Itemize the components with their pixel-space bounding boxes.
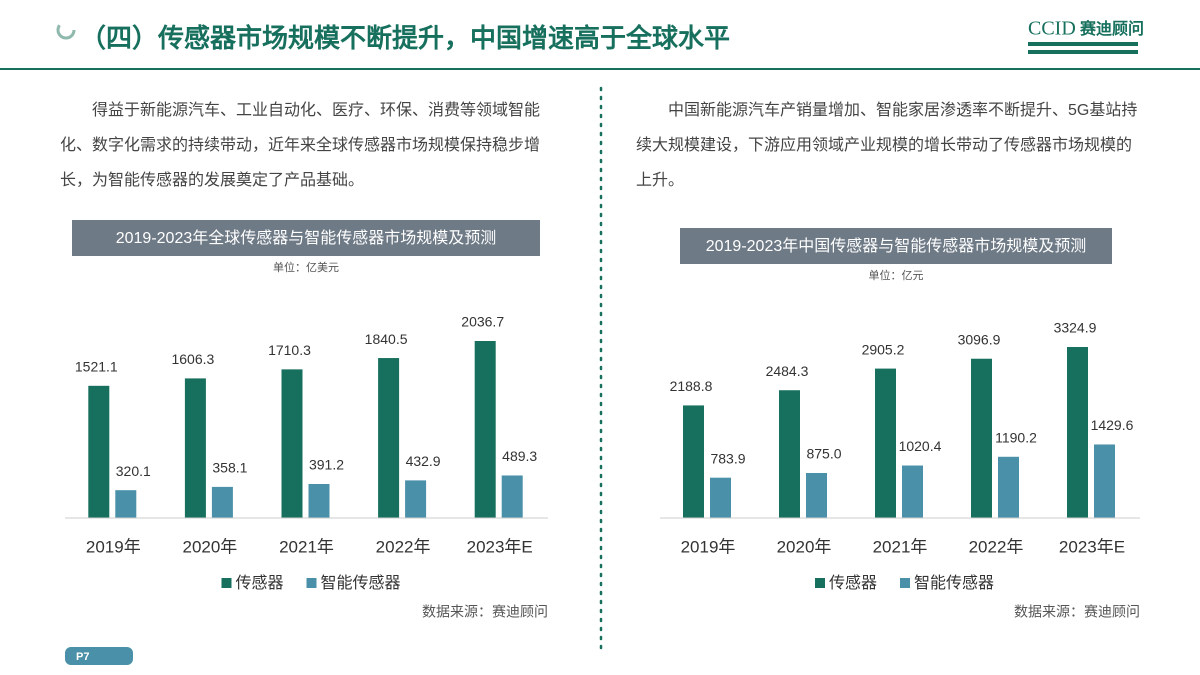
x-tick-label: 2019年 xyxy=(86,537,141,556)
x-tick-label: 2020年 xyxy=(777,537,832,556)
chart-title-box xyxy=(72,220,540,256)
value-label: 320.1 xyxy=(116,463,151,479)
bar xyxy=(88,385,110,518)
right-paragraph: 中国新能源汽车产销量增加、智能家居渗透率不断提升、5G基站持续大规模建设，下游应… xyxy=(636,102,1138,189)
value-label: 2188.8 xyxy=(670,378,713,394)
logo-bar xyxy=(1028,50,1138,54)
page-number: P7 xyxy=(76,651,89,663)
x-tick-label: 2023年E xyxy=(1059,537,1125,556)
value-label: 2905.2 xyxy=(862,341,905,357)
value-label: 391.2 xyxy=(309,457,344,473)
value-label: 1840.5 xyxy=(365,331,408,347)
bar xyxy=(806,472,827,518)
legend-swatch xyxy=(221,578,232,588)
bar xyxy=(998,456,1019,518)
value-label: 489.3 xyxy=(502,448,537,464)
bar xyxy=(971,358,992,518)
slide-title: （四）传感器市场规模不断提升，中国增速高于全球水平 xyxy=(80,23,730,53)
value-label: 358.1 xyxy=(212,460,247,476)
logo-name: 赛迪顾问 xyxy=(1079,19,1144,38)
value-label: 783.9 xyxy=(710,450,745,466)
legend-swatch xyxy=(306,578,317,588)
unit-label: 单位：亿美元 xyxy=(273,260,339,274)
bar xyxy=(710,477,731,518)
bar xyxy=(474,341,496,518)
bar xyxy=(115,490,137,518)
value-label: 3096.9 xyxy=(958,331,1001,347)
legend-label: 智能传感器 xyxy=(914,574,994,592)
bar xyxy=(281,369,303,518)
title-icon xyxy=(56,20,76,40)
logo-mark: CCID xyxy=(1028,18,1076,40)
value-label: 1710.3 xyxy=(268,342,311,358)
x-tick-label: 2022年 xyxy=(969,537,1024,556)
bar xyxy=(1067,347,1088,518)
bar xyxy=(501,475,523,518)
bar xyxy=(211,486,233,518)
x-tick-label: 2021年 xyxy=(279,537,334,556)
page-tag xyxy=(65,647,133,665)
legend-label: 传感器 xyxy=(829,574,877,592)
chart-title: 2019-2023年中国传感器与智能传感器市场规模及预测 xyxy=(706,237,1087,255)
legend-swatch xyxy=(815,578,825,588)
bar xyxy=(1094,444,1115,518)
logo-bar xyxy=(1028,42,1138,46)
source-note: 数据来源：赛迪顾问 xyxy=(422,604,548,620)
legend-label: 智能传感器 xyxy=(321,574,401,592)
left-paragraph: 得益于新能源汽车、工业自动化、医疗、环保、消费等领域智能化、数字化需求的持续带动… xyxy=(60,102,541,189)
x-tick-label: 2022年 xyxy=(376,537,431,556)
source-note: 数据来源：赛迪顾问 xyxy=(1014,604,1140,620)
value-label: 1606.3 xyxy=(171,351,214,367)
chart-title-box xyxy=(680,228,1112,264)
value-label: 875.0 xyxy=(806,446,841,462)
x-tick-label: 2023年E xyxy=(467,537,533,556)
x-tick-label: 2021年 xyxy=(873,537,928,556)
bar xyxy=(902,465,923,518)
value-label: 1521.1 xyxy=(75,359,118,375)
x-tick-label: 2019年 xyxy=(681,537,736,556)
value-label: 3324.9 xyxy=(1054,320,1097,336)
bar xyxy=(875,368,896,518)
value-label: 1020.4 xyxy=(899,438,942,454)
value-label: 1429.6 xyxy=(1091,417,1134,433)
value-label: 432.9 xyxy=(406,453,441,469)
bar xyxy=(184,378,206,518)
unit-label: 单位：亿元 xyxy=(869,268,924,282)
legend-label: 传感器 xyxy=(236,574,284,592)
value-label: 1190.2 xyxy=(995,429,1037,445)
bar xyxy=(405,480,427,518)
bar xyxy=(308,484,330,518)
bar xyxy=(378,358,400,518)
legend-swatch xyxy=(900,578,910,588)
value-label: 2036.7 xyxy=(461,314,504,330)
value-label: 2484.3 xyxy=(766,363,809,379)
bar xyxy=(683,405,704,518)
chart-title: 2019-2023年全球传感器与智能传感器市场规模及预测 xyxy=(116,229,497,247)
bar xyxy=(779,390,800,518)
x-tick-label: 2020年 xyxy=(182,537,237,556)
